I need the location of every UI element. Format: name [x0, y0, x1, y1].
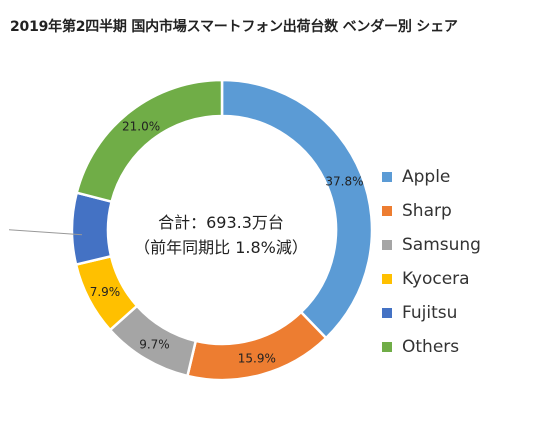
legend-label-samsung: Samsung	[402, 235, 481, 255]
data-label-apple: 37.8%	[325, 175, 363, 189]
legend-swatch-apple	[382, 172, 392, 182]
center-total: 合計：693.3万台	[158, 213, 284, 232]
legend-item-kyocera: Kyocera	[382, 262, 542, 296]
legend-swatch-kyocera	[382, 274, 392, 284]
legend-label-fujitsu: Fujitsu	[402, 303, 458, 323]
data-label-sharp: 15.9%	[238, 351, 276, 365]
legend-item-others: Others	[382, 330, 542, 364]
legend-swatch-fujitsu	[382, 308, 392, 318]
legend-swatch-others	[382, 342, 392, 352]
legend-label-sharp: Sharp	[402, 201, 452, 221]
data-label-others: 21.0%	[122, 120, 160, 134]
legend-item-fujitsu: Fujitsu	[382, 296, 542, 330]
leader-line-fujitsu	[8, 229, 83, 236]
slice-fujitsu	[70, 191, 114, 267]
legend-swatch-samsung	[382, 240, 392, 250]
legend-label-apple: Apple	[402, 167, 451, 187]
legend-item-sharp: Sharp	[382, 194, 542, 228]
center-label: 合計：693.3万台 （前年同期比 1.8%減）	[112, 210, 330, 260]
legend-item-apple: Apple	[382, 160, 542, 194]
slice-sharp	[185, 310, 328, 382]
legend-item-samsung: Samsung	[382, 228, 542, 262]
legend-swatch-sharp	[382, 206, 392, 216]
legend-label-others: Others	[402, 337, 460, 357]
chart-title: 2019年第2四半期 国内市場スマートフォン出荷台数 ベンダー別 シェア	[10, 19, 458, 35]
slices-group	[70, 78, 374, 382]
legend: Apple Sharp Samsung Kyocera Fujitsu Othe…	[382, 160, 542, 364]
data-labels-group: 37.8%15.9%9.7%7.9%7.7%21.0%	[8, 120, 363, 365]
legend-label-kyocera: Kyocera	[402, 269, 470, 289]
slice-others	[75, 78, 224, 204]
data-label-kyocera: 7.9%	[90, 285, 121, 299]
center-yoy: （前年同期比 1.8%減）	[134, 238, 308, 257]
data-label-samsung: 9.7%	[139, 337, 170, 351]
